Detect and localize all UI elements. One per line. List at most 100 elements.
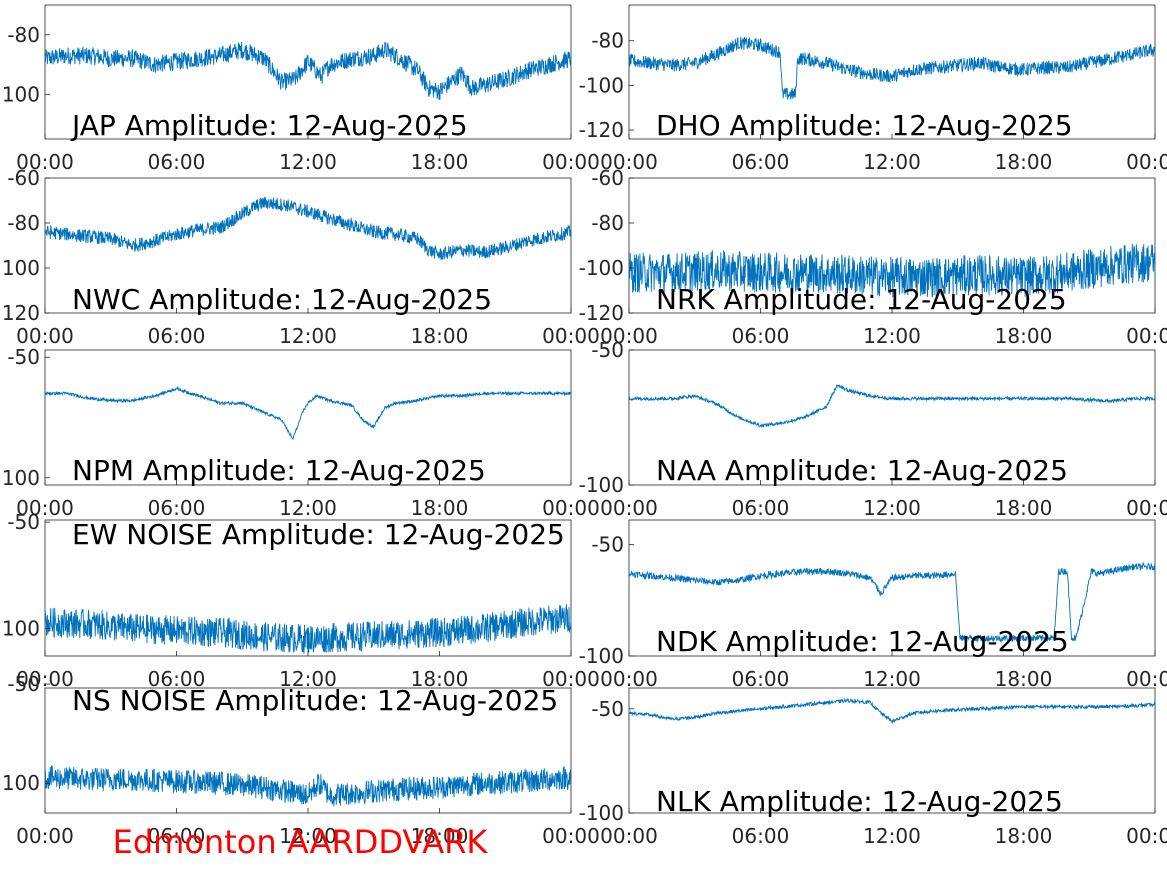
x-tick-label: 00:00 [542, 496, 600, 520]
x-tick-label: 12:00 [279, 824, 337, 848]
x-tick-label: 06:00 [148, 324, 206, 348]
panel-title: NPM Amplitude: 12-Aug-2025 [72, 454, 486, 487]
data-trace [628, 384, 1156, 429]
y-tick-label: -120 [579, 301, 624, 325]
y-tick-label: 100 [2, 82, 40, 106]
x-tick-label: 12:00 [279, 324, 337, 348]
x-tick-label: 00:00 [16, 667, 74, 691]
y-tick-label: -100 [579, 801, 624, 825]
y-tick-label: -100 [579, 73, 624, 97]
y-tick-label: -80 [7, 211, 40, 235]
x-tick-label: 06:00 [148, 667, 206, 691]
y-tick-label: -80 [591, 211, 624, 235]
y-tick-label: -50 [591, 533, 624, 557]
y-tick-label: 100 [2, 616, 40, 640]
panel-title: NRK Amplitude: 12-Aug-2025 [656, 283, 1067, 316]
x-tick-label: 12:00 [863, 324, 921, 348]
y-tick-label: -50 [591, 338, 624, 362]
data-trace [44, 386, 572, 440]
panel-title: NAA Amplitude: 12-Aug-2025 [656, 454, 1068, 487]
x-tick-label: 18:00 [995, 496, 1053, 520]
x-tick-label: 00:00 [16, 824, 74, 848]
y-tick-label: -60 [591, 166, 624, 190]
x-tick-label: 00:00 [1126, 667, 1167, 691]
x-tick-label: 18:00 [995, 324, 1053, 348]
x-tick-label: 18:00 [995, 824, 1053, 848]
panel-title: EW NOISE Amplitude: 12-Aug-2025 [72, 518, 565, 551]
station-label: Edmonton AARDDVARK [113, 823, 489, 861]
data-trace [44, 765, 572, 807]
x-tick-label: 00:00 [16, 150, 74, 174]
y-tick-label: -50 [7, 510, 40, 534]
panel-9: 00:00 06:00 12:00 18:00 00:00 -50 100 NS NOISE … [2, 672, 600, 848]
y-tick-label: 100 [2, 771, 40, 795]
x-tick-label: 18:00 [995, 667, 1053, 691]
x-tick-label: 06:00 [732, 324, 790, 348]
x-tick-label: 00:00 [542, 150, 600, 174]
x-tick-label: 12:00 [279, 667, 337, 691]
panel-2: 00:00 06:00 12:00 18:00 00:00 -80 -100 -120 DHO … [579, 4, 1167, 174]
y-tick-label: 100 [2, 256, 40, 280]
panel-title: NS NOISE Amplitude: 12-Aug-2025 [72, 684, 558, 717]
y-tick-label: -50 [7, 672, 40, 696]
x-tick-label: 00:00 [542, 667, 600, 691]
x-tick-label: 12:00 [279, 150, 337, 174]
x-tick-label: 12:00 [863, 150, 921, 174]
panel-title: NLK Amplitude: 12-Aug-2025 [656, 785, 1063, 818]
data-trace [628, 36, 1156, 100]
panel-title: NDK Amplitude: 12-Aug-2025 [656, 625, 1069, 658]
panel-6: 00:00 06:00 12:00 18:00 00:00 -50 -100 NAA Ampl… [579, 338, 1167, 520]
y-tick-label: 120 [2, 301, 40, 325]
panel-8: 00:00 06:00 12:00 18:00 00:00 -50 -100 NDK Ampl… [579, 519, 1167, 691]
panel-1: 00:00 06:00 12:00 18:00 00:00 -80 100 JAP Ampli… [2, 4, 600, 174]
x-tick-label: 06:00 [148, 496, 206, 520]
x-tick-label: 12:00 [863, 824, 921, 848]
data-trace [628, 697, 1156, 724]
panel-4: 00:00 06:00 12:00 18:00 00:00 -60 -80 -100 -120 N… [579, 166, 1167, 348]
x-tick-label: 06:00 [732, 150, 790, 174]
y-tick-label: 100 [2, 466, 40, 490]
x-tick-label: 00:00 [600, 150, 658, 174]
x-tick-label: 00:00 [600, 667, 658, 691]
data-trace [628, 243, 1156, 298]
x-tick-label: 12:00 [863, 667, 921, 691]
x-tick-label: 00:00 [16, 496, 74, 520]
panel-10: 00:00 06:00 12:00 18:00 00:00 -50 -100 NLK Ampl… [579, 687, 1167, 848]
data-trace [44, 604, 572, 654]
x-tick-label: 18:00 [411, 150, 469, 174]
x-tick-label: 00:00 [1126, 496, 1167, 520]
panel-title: JAP Amplitude: 12-Aug-2025 [70, 109, 468, 142]
y-tick-label: -120 [579, 118, 624, 142]
panel-7: 00:00 06:00 12:00 18:00 00:00 -50 100 EW NOISE … [2, 510, 600, 691]
x-tick-label: 06:00 [148, 150, 206, 174]
x-tick-label: 00:00 [1126, 150, 1167, 174]
panel-title: NWC Amplitude: 12-Aug-2025 [72, 283, 492, 316]
x-tick-label: 18:00 [995, 150, 1053, 174]
x-tick-label: 18:00 [411, 824, 469, 848]
x-tick-label: 00:00 [600, 496, 658, 520]
panel-3: 00:00 06:00 12:00 18:00 00:00 -60 -80 100 120 NWC… [2, 166, 600, 348]
y-tick-label: -80 [7, 23, 40, 47]
x-tick-label: 12:00 [863, 496, 921, 520]
y-tick-label: -50 [7, 345, 40, 369]
x-tick-label: 06:00 [732, 496, 790, 520]
y-tick-label: -50 [591, 697, 624, 721]
x-tick-label: 06:00 [732, 824, 790, 848]
x-tick-label: 00:00 [600, 824, 658, 848]
x-tick-label: 00:00 [1126, 824, 1167, 848]
y-tick-label: -100 [579, 256, 624, 280]
x-tick-label: 06:00 [148, 824, 206, 848]
x-tick-label: 18:00 [411, 496, 469, 520]
x-tick-label: 00:00 [542, 324, 600, 348]
x-tick-label: 18:00 [411, 324, 469, 348]
y-tick-label: -80 [591, 29, 624, 53]
data-trace [44, 41, 572, 100]
panel-5: 00:00 06:00 12:00 18:00 00:00 -50 100 NPM Ampli… [2, 345, 600, 520]
panel-title: DHO Amplitude: 12-Aug-2025 [656, 109, 1073, 142]
data-trace [44, 196, 572, 260]
x-tick-label: 00:00 [542, 824, 600, 848]
x-tick-label: 00:00 [600, 324, 658, 348]
x-tick-label: 18:00 [411, 667, 469, 691]
data-trace [628, 561, 1156, 644]
